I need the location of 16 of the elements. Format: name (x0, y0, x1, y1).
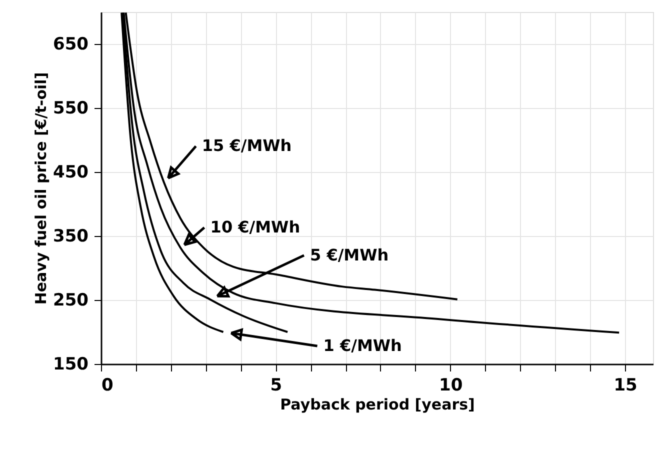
x-tick-label: 0 (102, 376, 114, 396)
text: 1 €/MWh (323, 336, 402, 355)
y-tick-label: 450 (53, 162, 89, 182)
legend-label: 10 €/MWh (210, 218, 300, 237)
x-tick-label: 5 (270, 376, 282, 396)
y-tick-label: 250 (53, 290, 89, 310)
x-tick-label: 10 (439, 376, 463, 396)
x-axis-title: Payback period [years] (280, 396, 475, 414)
y-tick-label: 150 (53, 354, 89, 374)
y-tick-label: 550 (53, 98, 89, 118)
y-tick-label: 650 (53, 34, 89, 54)
text: 15 €/MWh (202, 136, 292, 156)
x-tick-label: 15 (614, 376, 638, 396)
text: 5 €/MWh (310, 245, 389, 264)
y-tick-label: 350 (53, 226, 89, 246)
y-axis-title: Heavy fuel oil price [€/t-oil] (32, 72, 50, 305)
